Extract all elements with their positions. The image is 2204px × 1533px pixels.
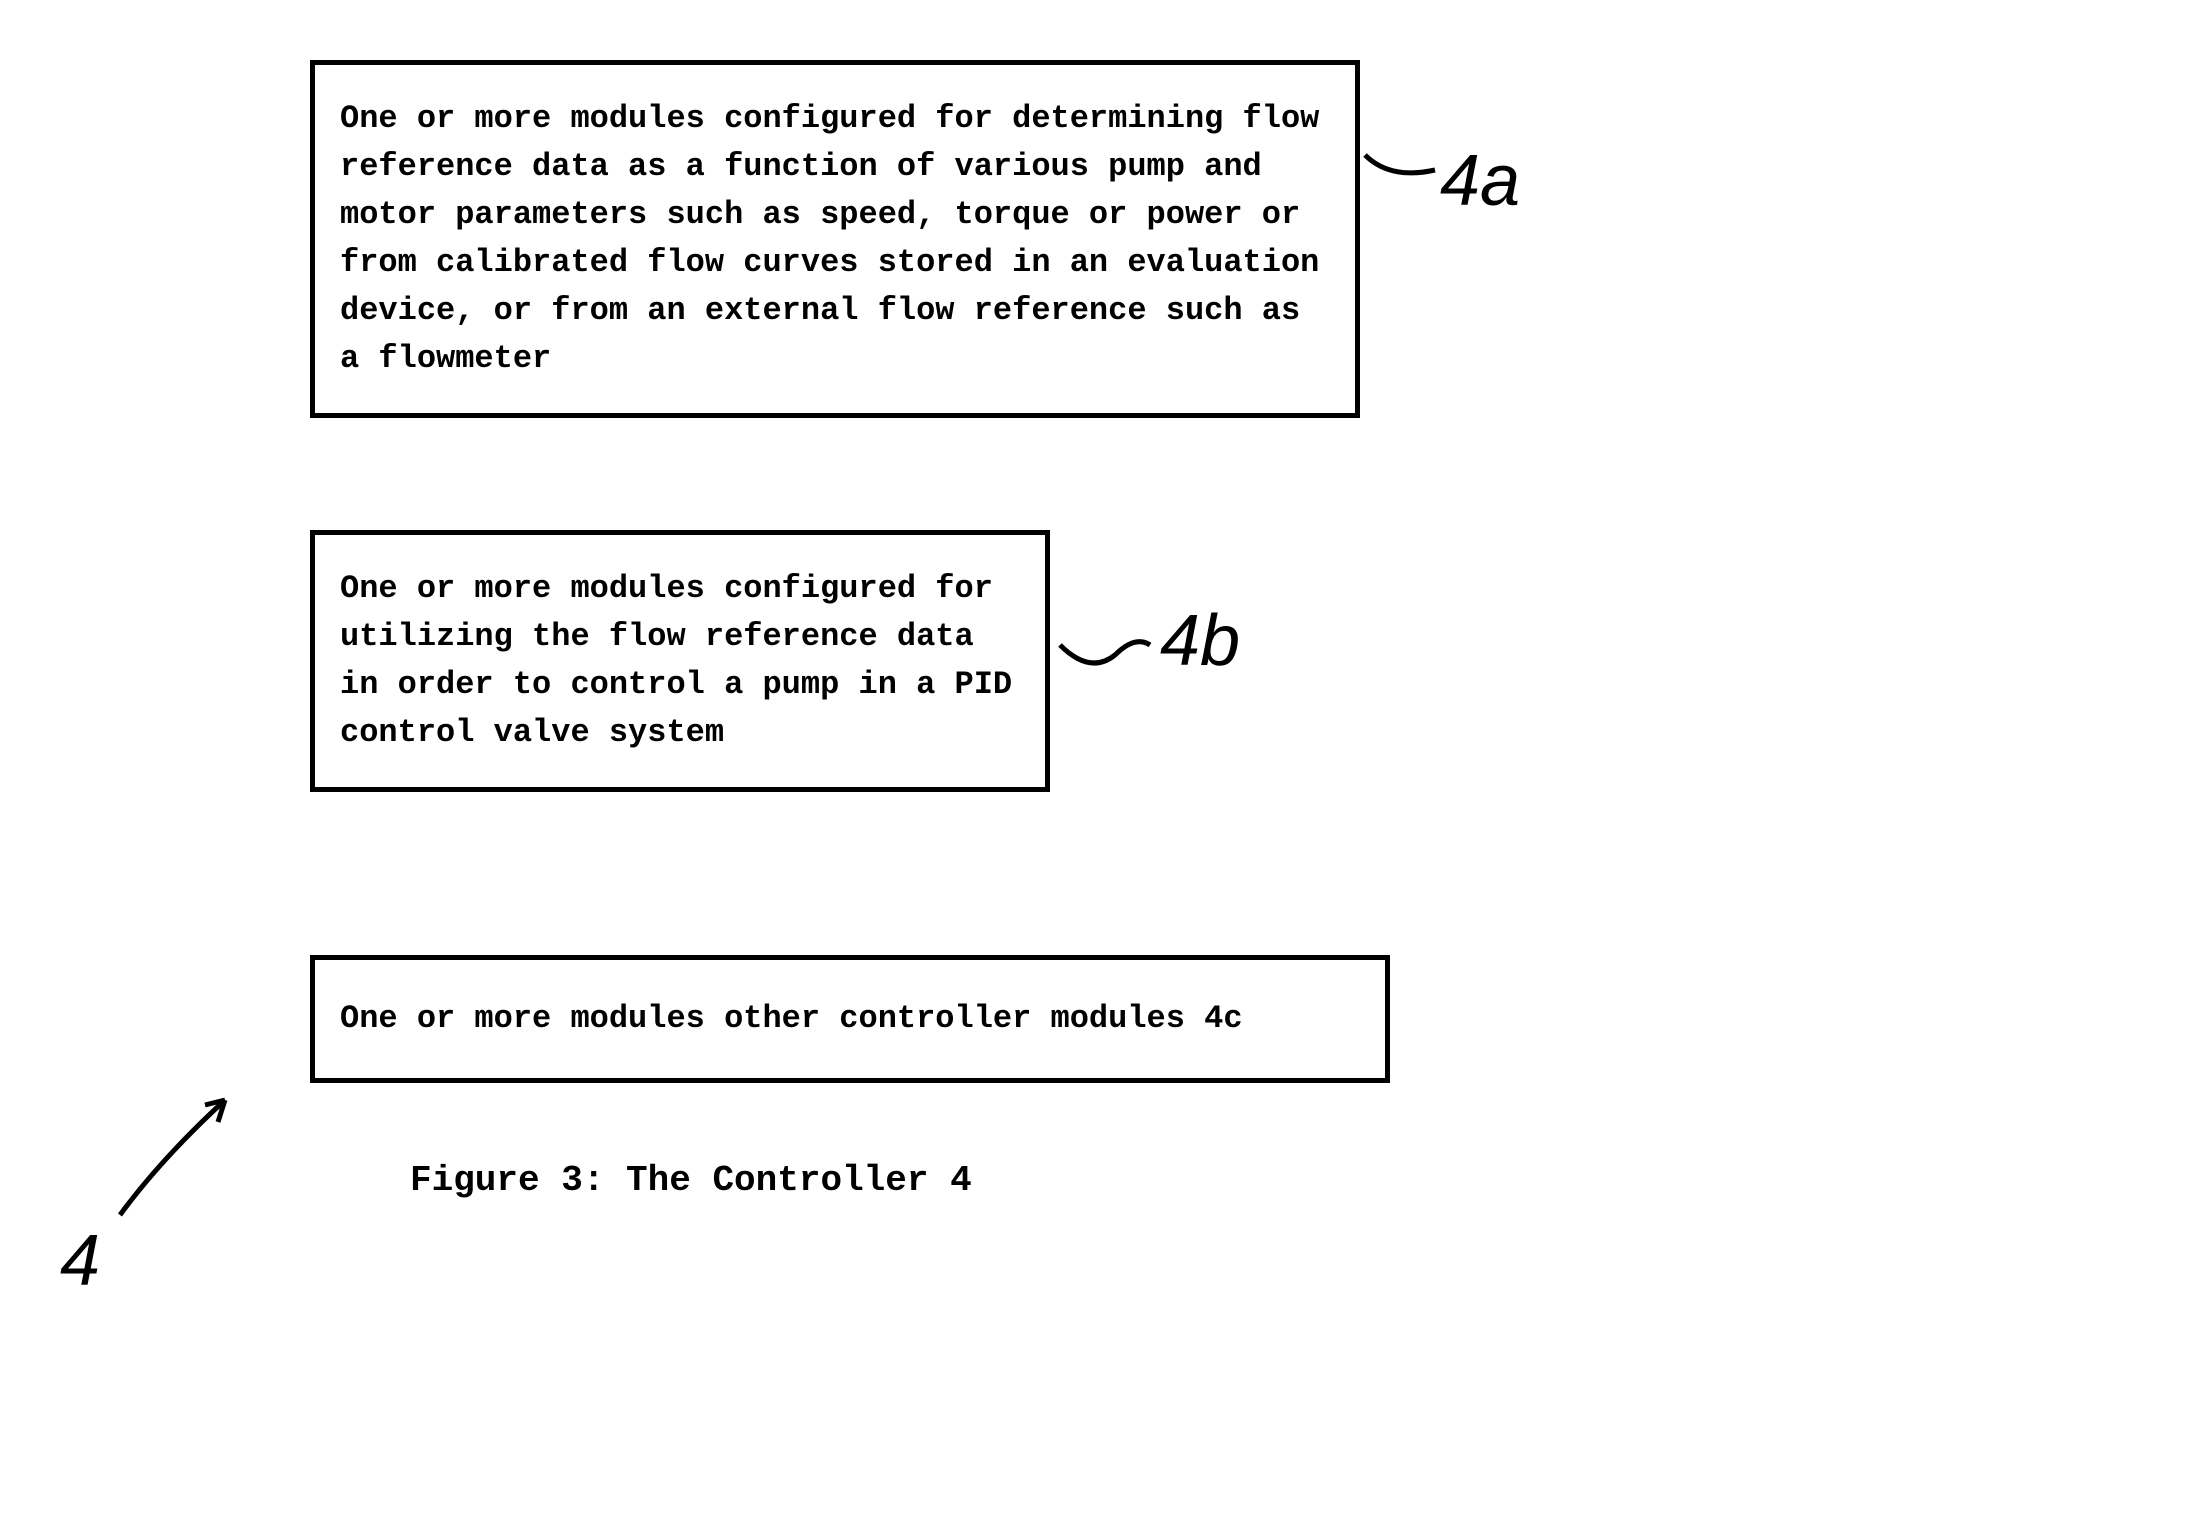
module-box-1-text: One or more modules configured for deter… <box>340 100 1319 377</box>
leadline-4 <box>100 1080 250 1220</box>
reference-label-4a: 4a <box>1440 140 1520 222</box>
reference-label-4b: 4b <box>1160 600 1240 682</box>
leadline-4b <box>1055 620 1155 680</box>
module-box-2: One or more modules configured for utili… <box>310 530 1050 792</box>
module-box-1: One or more modules configured for deter… <box>310 60 1360 418</box>
module-box-3-text: One or more modules other controller mod… <box>340 1000 1243 1037</box>
leadline-4a <box>1360 145 1440 195</box>
module-box-3: One or more modules other controller mod… <box>310 955 1390 1083</box>
figure-caption: Figure 3: The Controller 4 <box>410 1160 972 1201</box>
module-box-2-text: One or more modules configured for utili… <box>340 570 1012 751</box>
reference-label-4: 4 <box>60 1220 100 1302</box>
